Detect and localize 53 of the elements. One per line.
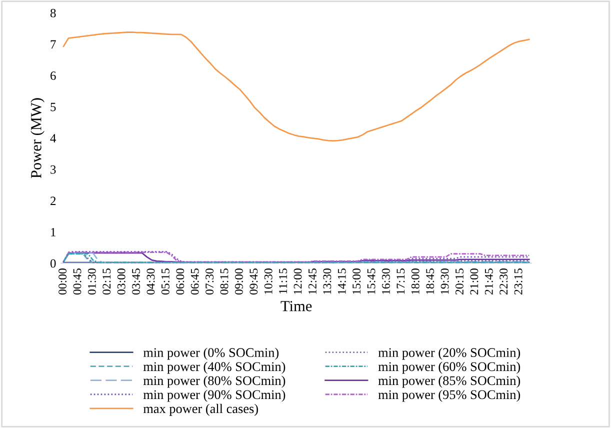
x-tick-label: 03:45 xyxy=(132,268,140,295)
legend-label: min power (40% SOCmin) xyxy=(143,362,286,374)
x-tick-label: 16:30 xyxy=(382,268,390,294)
legend-label: min power (90% SOCmin) xyxy=(143,390,286,402)
x-tick-label: 02:15 xyxy=(102,268,111,295)
x-tick-label: 06:00 xyxy=(176,268,184,295)
x-axis-title: Time xyxy=(280,301,312,312)
x-tick-label: 06:45 xyxy=(190,268,199,295)
y-axis-title: Power (MW) xyxy=(30,98,44,178)
x-tick-label: 21:45 xyxy=(484,268,493,294)
x-tick-label: 08:15 xyxy=(220,268,228,295)
legend-label: min power (95% SOCmin) xyxy=(378,390,520,402)
x-tick-label: 21:00 xyxy=(470,268,478,294)
legend-label: min power (80% SOCmin) xyxy=(143,376,286,388)
x-tick-label: 15:45 xyxy=(367,268,376,294)
x-tick-label: 19:30 xyxy=(440,268,449,294)
x-tick-label: 09:45 xyxy=(250,268,258,295)
x-tick-label: 00:00 xyxy=(58,268,67,295)
x-tick-label: 15:00 xyxy=(352,268,361,294)
x-tick-label: 20:15 xyxy=(456,268,464,294)
y-tick-label: 4 xyxy=(50,134,56,142)
y-tick-label: 1 xyxy=(51,228,56,236)
x-tick-label: 13:30 xyxy=(323,268,332,294)
y-tick-label: 5 xyxy=(50,102,56,112)
y-tick-label: 3 xyxy=(50,165,56,174)
y-tick-label: 7 xyxy=(50,40,56,48)
x-tick-label: 12:45 xyxy=(308,268,316,294)
legend-label: min power (60% SOCmin) xyxy=(378,362,520,374)
legend-label: min power (0% SOCmin) xyxy=(143,348,279,360)
x-tick-label: 00:45 xyxy=(73,268,82,295)
x-tick-label: 09:00 xyxy=(234,268,243,295)
line-series xyxy=(62,32,530,142)
x-tick-label: 23:15 xyxy=(514,268,522,294)
legend-label: min power (20% SOCmin) xyxy=(378,348,520,360)
x-tick-label: 07:30 xyxy=(206,268,214,295)
y-tick-label: 0 xyxy=(50,259,56,268)
x-tick-label: 18:00 xyxy=(411,268,420,294)
x-tick-label: 18:45 xyxy=(426,268,434,294)
x-tick-label: 11:15 xyxy=(279,268,288,294)
x-tick-label: 12:00 xyxy=(294,268,302,294)
x-tick-label: 04:30 xyxy=(146,268,155,295)
y-tick-label: 8 xyxy=(50,8,56,18)
x-tick-label: 03:00 xyxy=(117,268,126,295)
y-tick-label: 2 xyxy=(50,196,56,205)
legend-label: min power (85% SOCmin) xyxy=(378,376,520,388)
x-tick-label: 05:15 xyxy=(161,268,170,295)
legend-label: max power (all cases) xyxy=(143,404,258,416)
x-tick-label: 14:15 xyxy=(338,268,346,294)
x-tick-label: 10:30 xyxy=(264,268,272,294)
x-tick-label: 17:15 xyxy=(396,268,405,294)
x-tick-label: 01:30 xyxy=(88,268,96,295)
x-tick-label: 22:30 xyxy=(500,268,508,294)
y-tick-label: 6 xyxy=(50,71,56,80)
